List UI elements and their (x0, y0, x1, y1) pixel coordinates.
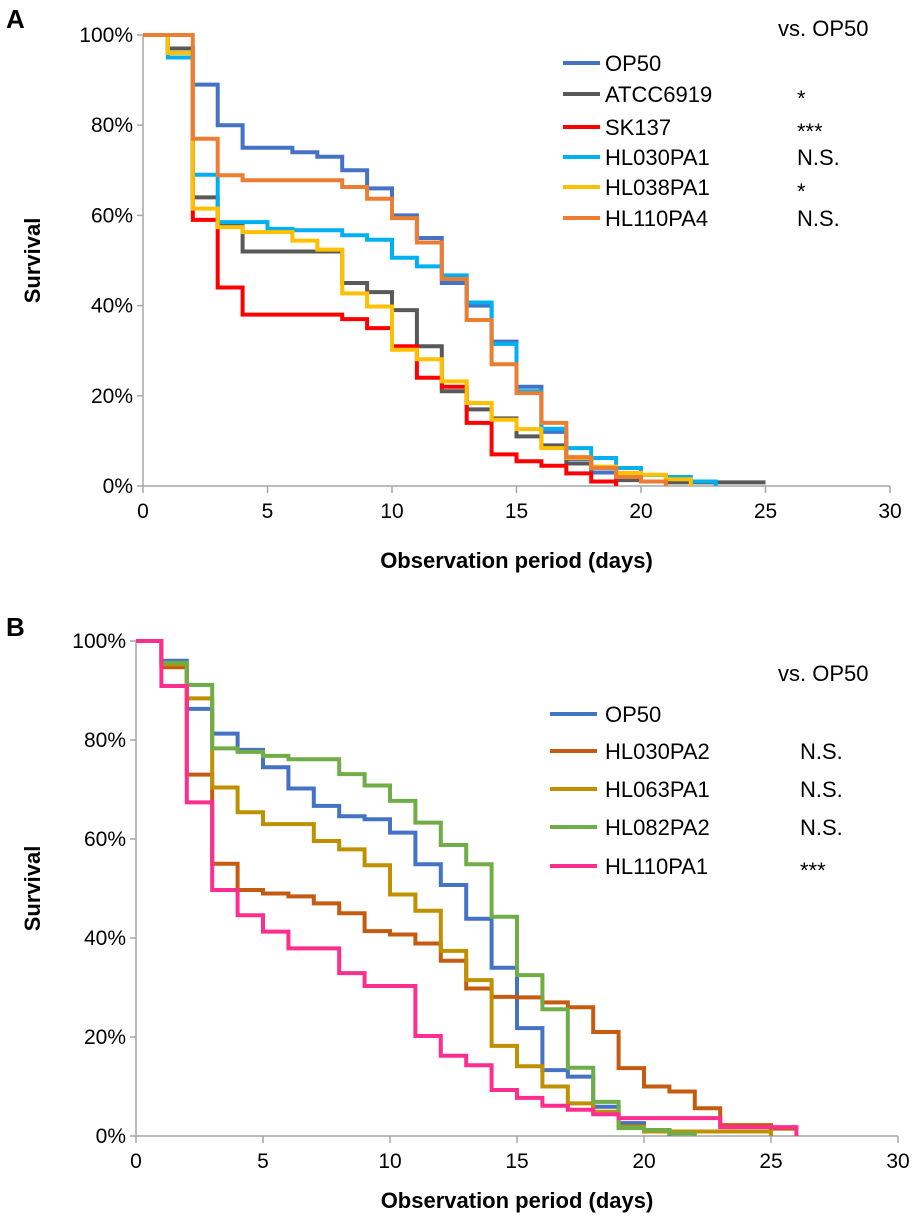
x-tick-label: 15 (505, 500, 528, 523)
x-tick-label: 15 (505, 1150, 528, 1173)
x-tick-label: 25 (759, 1150, 782, 1173)
series-line-hl110pa1 (136, 639, 799, 1136)
legend-header: vs. OP50 (778, 16, 868, 41)
x-axis-title: Observation period (days) (380, 548, 653, 573)
y-tick-label: 40% (91, 295, 133, 318)
y-tick-label: 20% (91, 385, 133, 408)
y-tick-label: 100% (79, 24, 133, 47)
x-tick-label: 0 (130, 1150, 142, 1173)
x-tick-label: 10 (380, 500, 403, 523)
panel-label: B (6, 612, 25, 642)
x-tick-label: 5 (262, 500, 274, 523)
chart-panel-B: 0% 20% 40% 60% 80% 100% 0 5 10 15 20 25 30 Observatio… (6, 612, 910, 1213)
y-tick-label: 100% (72, 630, 126, 653)
significance-label: N.S. (800, 815, 843, 840)
x-tick-label: 10 (378, 1150, 401, 1173)
x-tick-label: 20 (632, 1150, 655, 1173)
y-tick-label: 60% (84, 828, 126, 851)
series-line-op50 (143, 33, 619, 486)
y-tick-label: 80% (91, 114, 133, 137)
legend-label: OP50 (605, 702, 661, 727)
y-tick-label: 40% (84, 927, 126, 950)
y-tick-label: 0% (96, 1125, 126, 1148)
y-tick-label: 80% (84, 729, 126, 752)
legend-label: HL082PA2 (605, 815, 710, 840)
significance-label: N.S. (797, 145, 840, 170)
x-tick-label: 0 (137, 500, 149, 523)
legend-label: SK137 (605, 115, 671, 140)
x-axis-title: Observation period (days) (381, 1188, 654, 1213)
legend-label: ATCC6919 (605, 82, 712, 107)
legend-header: vs. OP50 (778, 661, 868, 686)
series-line-sk137 (143, 33, 619, 486)
legend-label: HL038PA1 (605, 175, 710, 200)
significance-label: N.S. (797, 206, 840, 231)
y-axis-title: Survival (20, 846, 45, 932)
panel-label: A (6, 4, 25, 34)
y-axis-title: Survival (20, 218, 45, 304)
y-tick-label: 0% (103, 475, 133, 498)
x-tick-label: 30 (878, 500, 901, 523)
significance-label: N.S. (800, 777, 843, 802)
legend-label: HL030PA1 (605, 145, 710, 170)
series-line-hl082pa2 (136, 639, 697, 1136)
significance-label: * (797, 179, 806, 204)
x-tick-label: 25 (754, 500, 777, 523)
legend-label: HL063PA1 (605, 777, 710, 802)
significance-label: N.S. (800, 739, 843, 764)
x-tick-label: 30 (886, 1150, 909, 1173)
x-tick-label: 5 (257, 1150, 269, 1173)
legend-label: HL030PA2 (605, 739, 710, 764)
x-tick-label: 20 (629, 500, 652, 523)
legend-label: HL110PA4 (605, 206, 708, 231)
legend-label: HL110PA1 (605, 854, 708, 879)
significance-label: *** (797, 119, 823, 144)
legend-label: OP50 (605, 51, 661, 76)
y-tick-label: 20% (84, 1026, 126, 1049)
significance-label: * (797, 86, 806, 111)
y-tick-label: 60% (91, 204, 133, 227)
significance-label: *** (800, 858, 826, 883)
chart-panel-A: 0% 20% 40% 60% 80% 100% 0 5 10 15 20 25 30 Observatio… (6, 4, 902, 573)
series-line-hl110pa4 (143, 33, 668, 486)
